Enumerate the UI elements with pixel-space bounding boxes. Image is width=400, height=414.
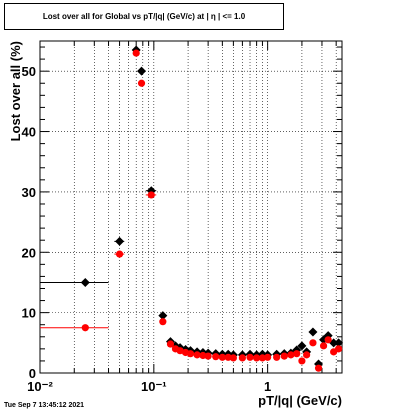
- data-point-circle: [273, 353, 281, 361]
- plot-frame: [39, 40, 343, 374]
- data-point-diamond: [297, 341, 307, 351]
- data-point-circle: [314, 364, 323, 372]
- y-tick-label: 40: [22, 125, 36, 140]
- data-point-circle: [287, 351, 295, 359]
- data-point-circle: [81, 324, 89, 332]
- data-point-circle: [115, 250, 124, 258]
- x-axis-label: pT/|q| (GeV/c): [258, 393, 342, 408]
- data-point-diamond: [334, 338, 344, 348]
- data-point-circle: [280, 352, 288, 360]
- x-tick-label: 1: [264, 379, 271, 394]
- y-tick-label: 20: [22, 245, 36, 260]
- data-point-circle: [193, 351, 201, 359]
- data-point-circle: [246, 353, 254, 361]
- data-point-circle: [212, 353, 220, 361]
- data-point-diamond: [80, 277, 90, 287]
- y-tick-label: 30: [22, 185, 36, 200]
- data-point-diamond: [115, 236, 125, 246]
- data-point-diamond: [137, 66, 147, 76]
- y-axis-label: Lost over all (%): [8, 41, 23, 141]
- data-point-circle: [204, 352, 212, 360]
- chart-title: Lost over all for Global vs pT/|q| (GeV/…: [4, 3, 284, 30]
- data-point-diamond: [158, 311, 168, 321]
- footer-timestamp: Tue Sep 7 13:45:12 2021: [4, 402, 85, 409]
- y-tick-label: 10: [22, 306, 36, 321]
- data-point-diamond: [308, 327, 318, 337]
- data-point-circle: [319, 342, 328, 350]
- data-point-circle: [238, 354, 246, 362]
- data-point-circle: [218, 353, 226, 361]
- y-tick-label: 50: [22, 64, 36, 79]
- data-point-circle: [199, 351, 207, 360]
- y-tick-label: 0: [29, 366, 36, 381]
- data-point-circle: [176, 347, 184, 355]
- data-point-circle: [159, 318, 167, 326]
- data-point-circle: [258, 354, 267, 362]
- data-point-circle: [334, 345, 343, 353]
- data-point-circle: [264, 353, 272, 361]
- data-point-circle: [229, 354, 237, 362]
- data-point-circle: [298, 357, 306, 365]
- data-point-circle: [137, 79, 146, 87]
- data-point-circle: [303, 351, 311, 359]
- data-point-circle: [186, 350, 195, 358]
- data-point-circle: [224, 353, 232, 361]
- data-point-circle: [309, 339, 317, 347]
- data-point-circle: [166, 340, 175, 348]
- data-point-circle: [147, 191, 155, 199]
- data-point-circle: [253, 354, 261, 362]
- data-point-circle: [324, 336, 332, 344]
- x-tick-label: 10⁻¹: [141, 379, 167, 394]
- data-point-circle: [293, 350, 301, 358]
- x-tick-label: 10⁻²: [27, 379, 53, 394]
- data-point-circle: [132, 49, 140, 57]
